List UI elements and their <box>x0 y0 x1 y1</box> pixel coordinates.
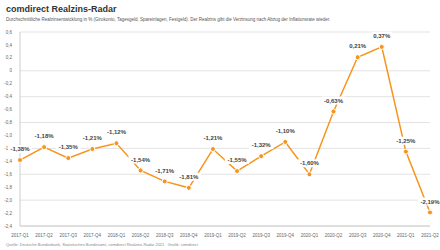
svg-text:-0,2: -0,2 <box>8 81 12 86</box>
svg-text:2021-Q2: 2021-Q2 <box>421 233 432 238</box>
svg-text:-1,60%: -1,60% <box>300 160 320 166</box>
svg-text:-0,6: -0,6 <box>8 107 12 112</box>
html-text:Durchschnittliche Realzinsentw: Durchschnittliche Realzinsentwicklung in… <box>6 17 331 22</box>
svg-text:2018-Q3: 2018-Q3 <box>156 233 174 238</box>
svg-text:2017-Q2: 2017-Q2 <box>35 233 53 238</box>
svg-text:2020-Q3: 2020-Q3 <box>349 233 367 238</box>
svg-text:2018-Q1: 2018-Q1 <box>108 233 126 238</box>
svg-text:-1,10%: -1,10% <box>276 128 296 134</box>
svg-text:-1,71%: -1,71% <box>155 168 175 174</box>
svg-text:0: 0 <box>9 68 12 73</box>
svg-text:2019-Q2: 2019-Q2 <box>228 233 246 238</box>
svg-text:2020-Q4: 2020-Q4 <box>373 233 391 238</box>
svg-text:0,21%: 0,21% <box>349 43 367 49</box>
html-text:comdirect Realzins-Radar: comdirect Realzins-Radar <box>6 4 117 14</box>
svg-text:-1,81%: -1,81% <box>179 174 199 180</box>
svg-text:-1,8: -1,8 <box>8 185 12 190</box>
svg-text:0,2: 0,2 <box>8 55 12 60</box>
svg-text:-2,2: -2,2 <box>8 211 12 216</box>
html-text:Quelle: Deutsche Bundesbank, S: Quelle: Deutsche Bundesbank, Statistisch… <box>6 242 199 247</box>
svg-text:2017-Q3: 2017-Q3 <box>59 233 77 238</box>
svg-text:-2,19%: -2,19% <box>420 199 432 205</box>
svg-text:0,37%: 0,37% <box>373 33 391 39</box>
svg-text:-0,8: -0,8 <box>8 120 12 125</box>
svg-text:2019-Q4: 2019-Q4 <box>277 233 295 238</box>
svg-text:2018-Q2: 2018-Q2 <box>132 233 150 238</box>
svg-text:-1,12%: -1,12% <box>107 129 127 135</box>
svg-text:-0,63%: -0,63% <box>324 98 344 104</box>
svg-text:2017-Q4: 2017-Q4 <box>84 233 102 238</box>
svg-text:-1,38%: -1,38% <box>10 146 30 152</box>
svg-text:2019-Q3: 2019-Q3 <box>252 233 270 238</box>
svg-text:-2,4: -2,4 <box>8 224 12 229</box>
svg-text:-0,4: -0,4 <box>8 94 12 99</box>
svg-text:0,4: 0,4 <box>8 43 12 48</box>
svg-text:2017-Q1: 2017-Q1 <box>11 233 29 238</box>
svg-text:0,6: 0,6 <box>8 30 12 35</box>
svg-text:-1,35%: -1,35% <box>59 144 79 150</box>
svg-text:-1,55%: -1,55% <box>228 157 248 163</box>
svg-text:-1,21%: -1,21% <box>83 135 103 141</box>
svg-text:2021-Q1: 2021-Q1 <box>397 233 415 238</box>
svg-text:-2,0: -2,0 <box>8 198 12 203</box>
svg-text:-1,6: -1,6 <box>8 172 12 177</box>
svg-text:2018-Q4: 2018-Q4 <box>180 233 198 238</box>
svg-text:-1,25%: -1,25% <box>396 138 416 144</box>
svg-text:-1,54%: -1,54% <box>131 157 151 163</box>
svg-text:-1,0: -1,0 <box>8 133 12 138</box>
svg-text:2019-Q1: 2019-Q1 <box>204 233 222 238</box>
svg-text:-1,4: -1,4 <box>8 159 12 164</box>
svg-text:-1,21%: -1,21% <box>203 135 223 141</box>
svg-text:2020-Q1: 2020-Q1 <box>301 233 319 238</box>
svg-text:-1,18%: -1,18% <box>35 133 55 139</box>
svg-text:-1,32%: -1,32% <box>252 142 272 148</box>
svg-text:2020-Q2: 2020-Q2 <box>325 233 343 238</box>
